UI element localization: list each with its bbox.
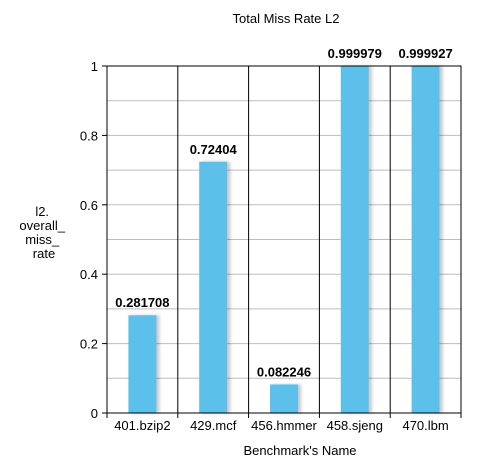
chart-title: Total Miss Rate L2 [233,11,340,26]
plot-frame [106,65,462,414]
plot-border [106,65,462,414]
y-axis-label-line: l2. [35,204,49,219]
x-tick-label: 458.sjeng [327,418,383,433]
y-axis-label-line: miss_ [25,232,60,247]
bar-458.sjeng [340,66,369,413]
bar-401.bzip2 [128,315,157,413]
x-tick-label: 401.bzip2 [114,418,170,433]
y-tick-label: 0.4 [80,267,98,282]
data-labels: 0.281708 0.72404 0.082246 0.999979 0.999927 [115,46,452,379]
x-axis-label: Benchmark's Name [243,443,356,458]
y-tick-label: 0.2 [80,337,98,352]
data-label-429.mcf: 0.72404 [190,142,238,157]
data-label-458.sjeng: 0.999979 [328,46,382,61]
bar-429.mcf [199,161,228,413]
data-label-456.hmmer: 0.082246 [257,364,311,379]
bars-layer [128,66,440,413]
x-axis-ticks: 401.bzip2 429.mcf 456.hmmer 458.sjeng 470.lb… [106,413,462,433]
y-tick-label: 0.6 [80,198,98,213]
x-tick-label: 429.mcf [190,418,237,433]
y-axis-ticks: 0 0.2 0.4 0.6 0.8 1 [80,59,107,421]
data-label-401.bzip2: 0.281708 [115,295,169,310]
data-label-470.lbm: 0.999927 [398,46,452,61]
y-tick-label: 1 [91,59,98,74]
y-tick-label: 0 [91,406,98,421]
y-axis-label-line: rate [33,246,55,261]
grid-layer [107,66,461,413]
bar-456.hmmer [270,384,298,413]
bar-470.lbm [411,66,440,413]
x-tick-label: 470.lbm [402,418,448,433]
y-axis-label: l2. overall_ miss_ rate [19,204,68,261]
x-tick-label: 456.hmmer [251,418,317,433]
y-axis-label-line: overall_ [19,218,65,233]
y-tick-label: 0.8 [80,128,98,143]
